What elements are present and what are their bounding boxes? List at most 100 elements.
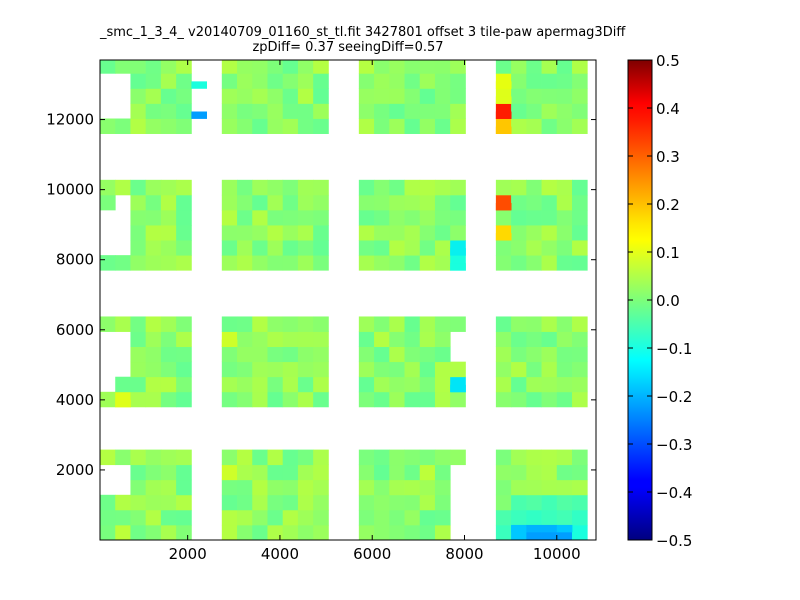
heatmap-cell	[541, 179, 558, 196]
heatmap-cell	[511, 225, 527, 241]
heatmap-cell	[252, 255, 268, 271]
heatmap-cell	[526, 240, 542, 256]
heatmap-cell	[267, 494, 284, 511]
heatmap-cell	[389, 509, 405, 526]
colorbar-tick-label: 0.3	[656, 148, 680, 166]
heatmap-cell	[374, 73, 390, 89]
heatmap-cell	[404, 346, 421, 363]
heatmap-cell	[267, 464, 284, 481]
heatmap-cell	[252, 118, 268, 134]
heatmap-cell	[374, 88, 390, 104]
heatmap-cell	[130, 255, 147, 271]
heatmap-cell	[389, 118, 405, 134]
heatmap-cell	[267, 194, 284, 211]
heatmap-cell	[495, 316, 512, 332]
heatmap-cell	[176, 118, 192, 134]
heatmap-cell	[358, 331, 375, 347]
heatmap-cell	[100, 509, 116, 526]
heatmap-cell	[450, 209, 466, 226]
heatmap-cell	[495, 255, 512, 271]
heatmap-cell	[313, 225, 329, 241]
heatmap-cell	[374, 60, 390, 74]
heatmap-cell	[115, 118, 131, 134]
heatmap-cell	[374, 361, 390, 378]
heatmap-cell	[404, 209, 421, 226]
heatmap-cell	[404, 479, 421, 496]
heatmap-cell	[450, 73, 466, 89]
x-tick-label: 8000	[445, 545, 483, 563]
heatmap-cell	[237, 391, 253, 408]
heatmap-cell	[237, 361, 253, 378]
heatmap-cell	[511, 118, 527, 134]
heatmap-cell	[221, 346, 238, 363]
heatmap-cell	[358, 361, 375, 378]
heatmap-cell	[358, 376, 375, 393]
heatmap-cell	[267, 209, 284, 226]
heatmap-cell	[221, 316, 238, 332]
heatmap-cell	[419, 73, 436, 89]
heatmap-cell	[572, 376, 588, 393]
heatmap-cell	[145, 88, 162, 104]
heatmap-cell	[267, 479, 284, 496]
heatmap-cell	[374, 209, 390, 226]
heatmap-cell	[282, 179, 299, 196]
heatmap-cell	[160, 391, 177, 408]
colorbar-tick-label: −0.2	[656, 388, 692, 406]
heatmap-cell	[221, 479, 238, 496]
colorbar-tick-label: −0.3	[656, 436, 692, 454]
heatmap-cell	[434, 60, 451, 74]
heatmap-cell	[511, 509, 527, 526]
heatmap-cell	[267, 255, 284, 271]
heatmap-cell	[130, 376, 147, 393]
heatmap-cell	[541, 449, 558, 466]
heatmap-cell	[252, 346, 268, 363]
heatmap-cell	[495, 202, 512, 211]
heatmap-cell	[556, 479, 573, 496]
heatmap-cell	[313, 376, 329, 393]
heatmap-cell	[237, 225, 253, 241]
heatmap-cell	[100, 60, 116, 74]
heatmap-cell	[541, 209, 558, 226]
heatmap-cell	[526, 494, 542, 511]
heatmap-cell	[130, 88, 147, 104]
heatmap-cell	[130, 524, 147, 541]
heatmap-cell	[419, 88, 436, 104]
heatmap-cell	[237, 240, 253, 256]
heatmap-cell	[495, 346, 512, 363]
heatmap-cell	[572, 509, 588, 526]
heatmap-cell	[145, 103, 162, 119]
heatmap-cell	[419, 118, 436, 134]
heatmap-cell	[511, 209, 527, 226]
heatmap-cell	[221, 179, 238, 196]
heatmap-cell	[297, 225, 314, 241]
heatmap-cell	[176, 225, 192, 241]
heatmap-cell	[313, 361, 329, 378]
heatmap-cell	[237, 194, 253, 211]
heatmap-cell	[130, 361, 147, 378]
colorbar-tick-label: 0.1	[656, 244, 680, 262]
heatmap-cell	[556, 118, 573, 134]
heatmap-cell	[495, 464, 512, 481]
heatmap-cell	[495, 509, 512, 526]
heatmap-cell	[541, 316, 558, 332]
heatmap-cell	[313, 524, 329, 541]
colorbar-tick-label: −0.1	[656, 340, 692, 358]
heatmap-cell	[450, 391, 466, 408]
heatmap-cell	[556, 376, 573, 393]
heatmap-cell	[313, 103, 329, 119]
heatmap-cell	[556, 225, 573, 241]
heatmap-cell	[297, 494, 314, 511]
heatmap-cell	[358, 209, 375, 226]
heatmap-cell	[313, 73, 329, 89]
heatmap-cell	[237, 524, 253, 541]
heatmap-cell	[511, 346, 527, 363]
heatmap-cell	[434, 361, 451, 378]
heatmap-cell	[526, 449, 542, 466]
heatmap-cell	[252, 240, 268, 256]
heatmap-cell	[145, 60, 162, 74]
heatmap-cell	[282, 391, 299, 408]
heatmap-cell	[526, 209, 542, 226]
heatmap-cell	[374, 194, 390, 211]
heatmap-cell	[252, 361, 268, 378]
heatmap-cell	[404, 509, 421, 526]
